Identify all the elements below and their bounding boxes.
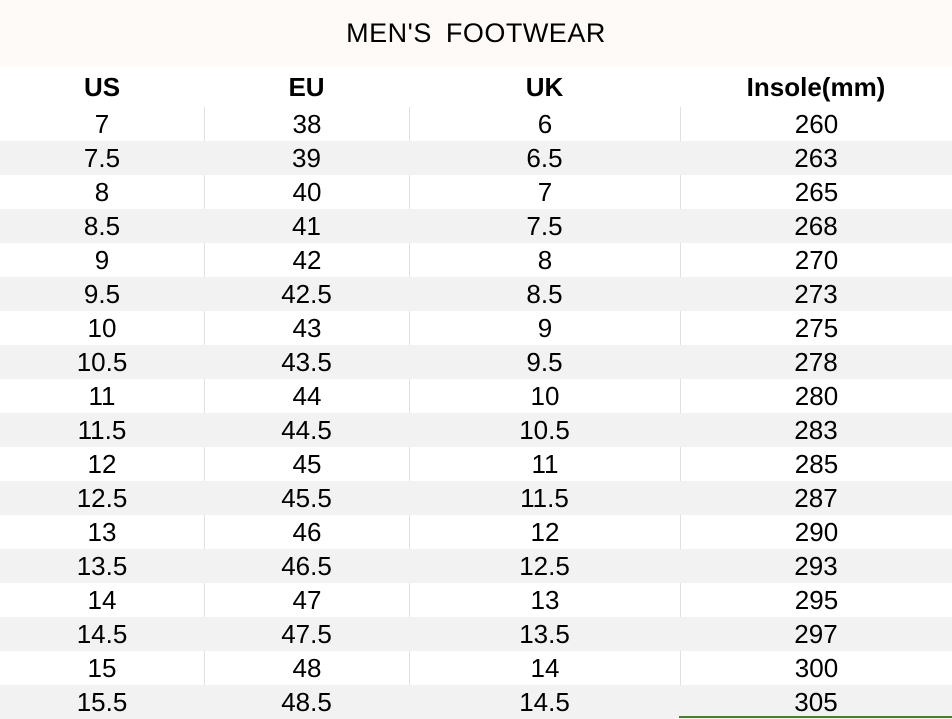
table-row: 8.5 41 7.5 268 — [0, 209, 952, 243]
cell-us: 12.5 — [76, 482, 128, 513]
cell-us: 12 — [87, 448, 117, 479]
table-row: 9 42 8 270 — [0, 243, 952, 277]
table-row: 15 48 14 300 — [0, 651, 952, 685]
table-row: 13 46 12 290 — [0, 515, 952, 549]
cell-us: 8.5 — [83, 210, 121, 241]
cell-insole: 285 — [680, 447, 952, 481]
cell-uk: 8 — [409, 243, 680, 277]
table-row: 11 44 10 280 — [0, 379, 952, 413]
column-header-uk: UK — [525, 71, 564, 102]
cell-uk: 12.5 — [519, 550, 570, 581]
cell-insole: 268 — [794, 210, 838, 241]
cell-us: 9 — [94, 244, 110, 275]
cell-eu: 48.5 — [281, 686, 332, 717]
cell-uk: 14 — [409, 651, 680, 685]
table-row: 14 47 13 295 — [0, 583, 952, 617]
table-row: 7.5 39 6.5 263 — [0, 141, 952, 175]
cell-us: 7.5 — [83, 142, 121, 173]
cell-eu: 45 — [204, 447, 409, 481]
table-row: 9.5 42.5 8.5 273 — [0, 277, 952, 311]
cell-eu: 43 — [204, 311, 409, 345]
table-row: 10 43 9 275 — [0, 311, 952, 345]
table-row: 11.5 44.5 10.5 283 — [0, 413, 952, 447]
cell-insole: 297 — [794, 618, 838, 649]
cell-eu: 47.5 — [281, 618, 332, 649]
cell-insole: 280 — [680, 379, 952, 413]
cell-insole: 295 — [680, 583, 952, 617]
cell-insole: 273 — [794, 278, 838, 309]
cell-eu: 40 — [204, 175, 409, 209]
cell-uk: 13 — [409, 583, 680, 617]
cell-uk: 9 — [409, 311, 680, 345]
cell-insole: 270 — [680, 243, 952, 277]
cell-uk: 6.5 — [526, 142, 563, 173]
cell-us: 13 — [87, 516, 117, 547]
table-row: 8 40 7 265 — [0, 175, 952, 209]
cell-insole: 290 — [680, 515, 952, 549]
table-row: 15.5 48.5 14.5 305 — [0, 685, 952, 719]
cell-us: 14 — [87, 584, 117, 615]
cell-eu: 46.5 — [281, 550, 332, 581]
cell-us: 7 — [94, 108, 110, 139]
cell-uk: 10 — [409, 379, 680, 413]
cell-uk: 6 — [409, 107, 680, 141]
cell-us: 8 — [94, 176, 110, 207]
cell-us: 14.5 — [76, 618, 128, 649]
cell-uk: 8.5 — [526, 278, 563, 309]
table-header: US EU UK Insole(mm) — [0, 67, 952, 107]
cell-eu: 42 — [204, 243, 409, 277]
divider — [679, 716, 952, 718]
table-body: 7 38 6 260 7.5 39 6.5 263 8 40 7 265 8.5 41 7.5 268 9 42 8… — [0, 107, 952, 719]
cell-us: 11.5 — [77, 414, 127, 445]
cell-us: 15.5 — [76, 686, 128, 717]
cell-insole: 278 — [794, 346, 838, 377]
cell-eu: 39 — [292, 142, 321, 173]
cell-eu: 41 — [292, 210, 321, 241]
cell-uk: 7.5 — [526, 210, 563, 241]
cell-uk: 12 — [409, 515, 680, 549]
cell-insole: 287 — [794, 482, 838, 513]
cell-insole: 263 — [794, 142, 838, 173]
cell-uk: 10.5 — [519, 414, 570, 445]
cell-eu: 45.5 — [281, 482, 332, 513]
cell-eu: 38 — [204, 107, 409, 141]
cell-uk: 14.5 — [519, 686, 570, 717]
cell-insole: 265 — [680, 175, 952, 209]
cell-insole: 300 — [680, 651, 952, 685]
table-row: 10.5 43.5 9.5 278 — [0, 345, 952, 379]
cell-eu: 42.5 — [281, 278, 332, 309]
table-row: 14.5 47.5 13.5 297 — [0, 617, 952, 651]
cell-eu: 44 — [204, 379, 409, 413]
column-header-eu: EU — [288, 71, 325, 102]
column-header-insole: Insole(mm) — [746, 71, 886, 102]
cell-us: 13.5 — [76, 550, 128, 581]
cell-us: 9.5 — [83, 278, 121, 309]
page-title: MEN'S FOOTWEAR — [0, 0, 952, 67]
cell-us: 11 — [88, 380, 116, 411]
table-row: 7 38 6 260 — [0, 107, 952, 141]
cell-insole: 283 — [794, 414, 838, 445]
cell-uk: 11 — [409, 447, 680, 481]
cell-uk: 7 — [409, 175, 680, 209]
cell-uk: 11.5 — [520, 482, 569, 513]
column-header-us: US — [83, 71, 121, 102]
table-row: 13.5 46.5 12.5 293 — [0, 549, 952, 583]
cell-eu: 44.5 — [281, 414, 332, 445]
table-row: 12.5 45.5 11.5 287 — [0, 481, 952, 515]
cell-eu: 47 — [204, 583, 409, 617]
cell-uk: 13.5 — [519, 618, 570, 649]
cell-eu: 46 — [204, 515, 409, 549]
table-row: 12 45 11 285 — [0, 447, 952, 481]
cell-insole: 305 — [794, 686, 838, 717]
cell-us: 15 — [87, 652, 117, 683]
cell-eu: 43.5 — [281, 346, 332, 377]
cell-uk: 9.5 — [526, 346, 563, 377]
cell-us: 10 — [87, 312, 117, 343]
cell-us: 10.5 — [76, 346, 128, 377]
cell-insole: 293 — [794, 550, 838, 581]
cell-insole: 260 — [680, 107, 952, 141]
cell-eu: 48 — [204, 651, 409, 685]
cell-insole: 275 — [680, 311, 952, 345]
